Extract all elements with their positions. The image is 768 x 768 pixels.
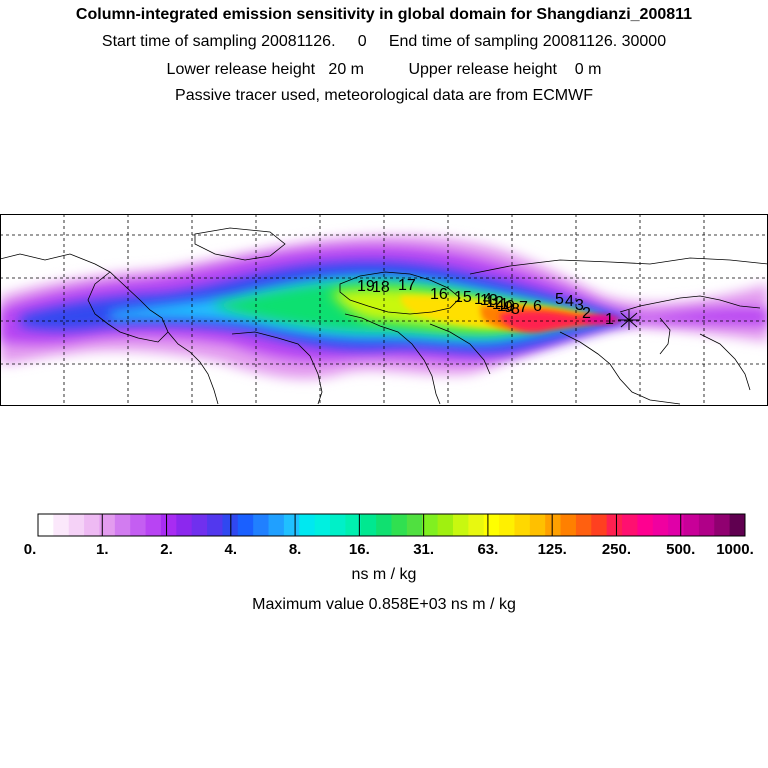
trajectory-label: 16: [430, 286, 448, 303]
colorbar-tick-label: 1.: [96, 541, 109, 558]
colorbar-swatch: [268, 514, 285, 536]
colorbar-swatch: [345, 514, 362, 536]
emission-sensitivity-map: 1 2 3 4 5 6 7 8 9 10 11 12 13 14 15 16 1…: [0, 214, 768, 406]
colorbar-tick-label: 8.: [289, 541, 302, 558]
world-map-panel: 1 2 3 4 5 6 7 8 9 10 11 12 13 14 15 16 1…: [0, 214, 768, 406]
colorbar-swatch: [406, 514, 423, 536]
trajectory-label: 14: [474, 291, 492, 308]
trajectory-label: 15: [454, 289, 472, 306]
colorbar-swatch: [360, 514, 377, 536]
trajectory-label: 9: [504, 299, 513, 316]
colorbar-swatch: [452, 514, 469, 536]
colorbar-swatch: [84, 514, 100, 536]
colorbar-swatch: [376, 514, 392, 536]
colorbar-tick-label: 16.: [349, 541, 370, 558]
colorbar-swatch: [468, 514, 485, 536]
colorbar-swatch: [437, 514, 454, 536]
colorbar-swatch: [237, 514, 254, 536]
colorbar-swatch: [560, 514, 577, 536]
trajectory-label: 6: [533, 298, 542, 315]
colorbar-tick-label: 500.: [666, 541, 695, 558]
colorbar-swatch: [283, 514, 300, 536]
station-star-icon: [618, 310, 640, 330]
colorbar-swatch: [652, 514, 669, 536]
colorbar-tick-label: 0.: [24, 541, 37, 558]
tracer-info-line: Passive tracer used, meteorological data…: [175, 87, 593, 104]
colorbar-swatch: [575, 514, 592, 536]
colorbar-swatch: [191, 514, 208, 536]
colorbar-swatch: [514, 514, 531, 536]
colorbar-swatch: [145, 514, 162, 536]
colorbar-swatch: [114, 514, 131, 536]
trajectory-label: 4: [565, 293, 574, 310]
colorbar-swatch: [698, 514, 715, 536]
colorbar-swatch: [483, 514, 500, 536]
trajectory-label: 11: [492, 296, 509, 313]
trajectory-label: 2: [582, 305, 591, 322]
trajectory-label: 13: [480, 292, 498, 309]
trajectory-label: 8: [511, 301, 520, 318]
colorbar-swatch: [160, 514, 177, 536]
colorbar-unit-label: ns m / kg: [351, 566, 417, 583]
colorbar-swatch: [99, 514, 116, 536]
colorbar-tick-label: 1000.: [716, 541, 754, 558]
trajectory-label: 7: [519, 299, 528, 316]
colorbar-swatch: [176, 514, 193, 536]
colorbar-swatch: [53, 514, 70, 536]
trajectory-label: 12: [486, 294, 504, 311]
coastlines: [1, 227, 767, 405]
trajectory-label: 17: [398, 277, 416, 294]
colorbar-svg: 0. 1. 2. 4. 8. 16. 31. 63. 125. 250. 500. 1000.: [24, 513, 754, 558]
colorbar-frame: [37, 513, 746, 537]
trajectory-label: 3: [575, 297, 584, 314]
trajectory-label: 5: [555, 291, 564, 308]
trajectory-label: 18: [372, 279, 390, 296]
trajectory-labels: 1 2 3 4 5 6 7 8 9 10 11 12 13 14 15 16 1…: [357, 277, 614, 328]
colorbar-tick-label: 125.: [538, 541, 567, 558]
colorbar-swatch: [422, 514, 439, 536]
colorbar-swatch: [529, 514, 546, 536]
colorbar-swatch: [545, 514, 562, 536]
colorbar-swatch: [683, 514, 700, 536]
colorbar-swatch: [391, 514, 408, 536]
colorbar: 0. 1. 2. 4. 8. 16. 31. 63. 125. 250. 500. 1000.: [0, 510, 768, 560]
colorbar-tick-label: 31.: [413, 541, 434, 558]
colorbar-swatch: [330, 514, 346, 536]
maximum-value-label: Maximum value 0.858E+03 ns m / kg: [252, 596, 516, 613]
colorbar-swatch: [606, 514, 623, 536]
colorbar-swatch: [714, 514, 731, 536]
graticule: [0, 214, 768, 406]
colorbar-swatch: [68, 514, 85, 536]
colorbar-tick-label: 250.: [602, 541, 631, 558]
colorbar-swatch: [668, 514, 685, 536]
sampling-time-line: Start time of sampling 20081126. 0 End t…: [101, 33, 667, 50]
chart-title: Column-integrated emission sensitivity i…: [75, 6, 693, 23]
trajectory-label: 10: [497, 298, 515, 315]
trajectory-label: 1: [605, 311, 614, 328]
colorbar-swatch: [38, 514, 54, 536]
colorbar-swatch: [591, 514, 608, 536]
colorbar-swatch: [130, 514, 147, 536]
colorbar-swatch: [253, 514, 270, 536]
release-height-line: Lower release height 20 m Upper release …: [166, 61, 602, 78]
colorbar-tick-label: 2.: [160, 541, 173, 558]
colorbar-tick-label: 63.: [477, 541, 498, 558]
colorbar-tick-label: 4.: [225, 541, 238, 558]
colorbar-swatch: [499, 514, 515, 536]
colorbar-swatch: [622, 514, 638, 536]
colorbar-swatch: [207, 514, 223, 536]
colorbar-swatch: [729, 514, 746, 536]
trajectory-label: 19: [357, 278, 375, 295]
colorbar-swatch: [314, 514, 331, 536]
colorbar-swatch: [299, 514, 316, 536]
colorbar-swatch: [637, 514, 654, 536]
